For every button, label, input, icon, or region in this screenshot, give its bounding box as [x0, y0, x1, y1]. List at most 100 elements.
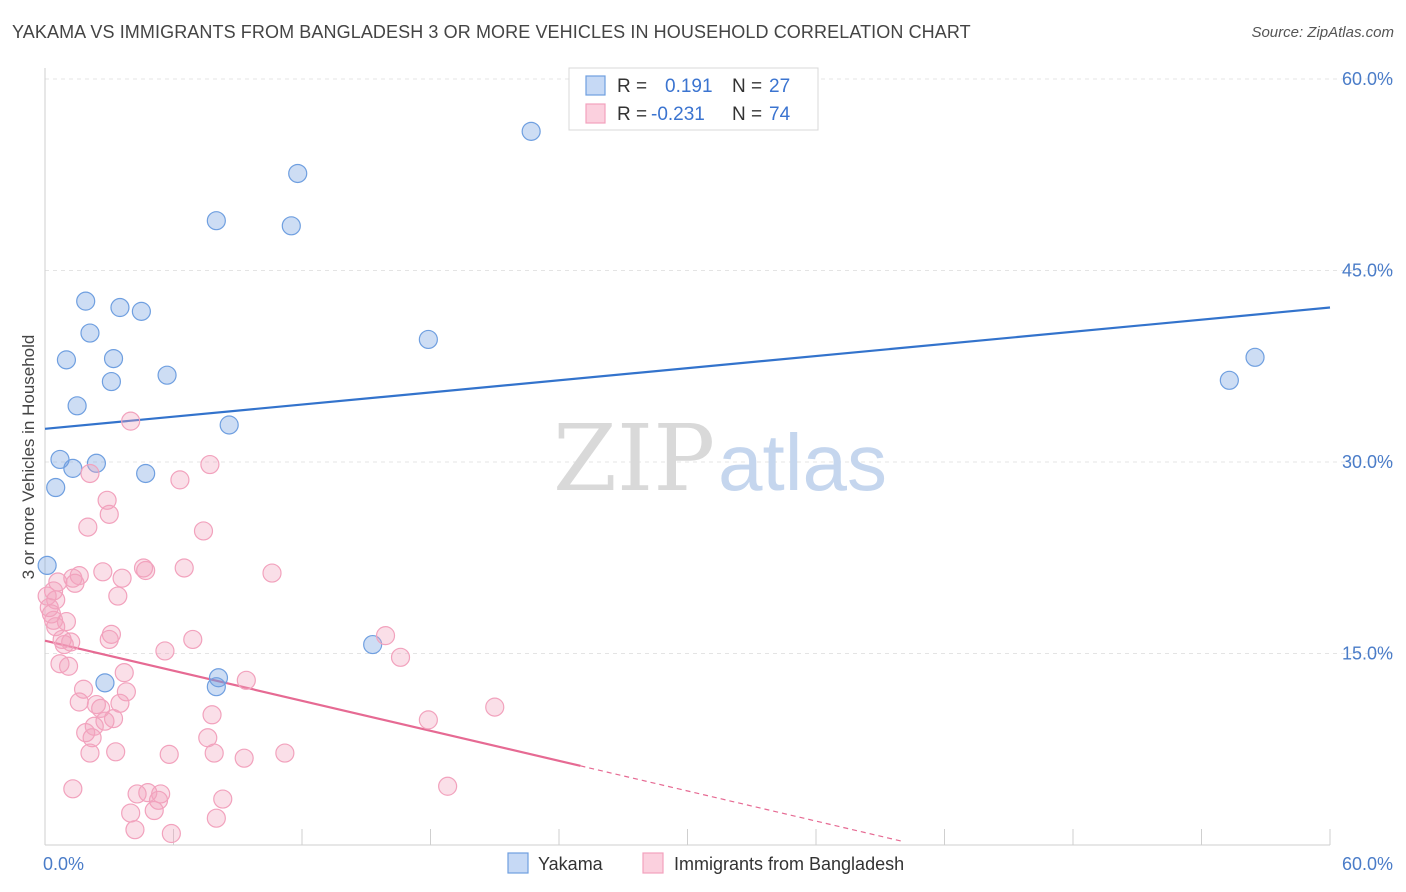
point-bangladesh-41	[121, 411, 141, 431]
point-yakama-24	[521, 121, 541, 141]
x-tick-labels: 0.0% 60.0%	[43, 854, 1393, 874]
point-bangladesh-31	[99, 504, 119, 524]
point-bangladesh-12	[58, 656, 79, 676]
point-bangladesh-36	[108, 586, 128, 606]
point-yakama-26	[1245, 347, 1265, 367]
point-bangladesh-37	[110, 693, 130, 713]
legend-n-label-yakama: N =	[732, 76, 762, 97]
point-yakama-18	[206, 211, 226, 231]
point-bangladesh-33	[101, 624, 121, 644]
point-bangladesh-67	[275, 743, 295, 763]
x-tick-label-1: 60.0%	[1342, 854, 1393, 874]
trend-line-yakama	[44, 306, 1331, 430]
trend-lines	[44, 306, 1331, 842]
point-yakama-11	[103, 348, 124, 369]
point-bangladesh-46	[136, 560, 156, 581]
point-yakama-4	[63, 458, 83, 478]
point-bangladesh-19	[73, 679, 94, 699]
point-bangladesh-52	[159, 744, 179, 764]
point-yakama-12	[110, 297, 130, 318]
point-bangladesh-38	[112, 568, 132, 588]
axes	[44, 68, 1331, 846]
point-bangladesh-53	[161, 823, 181, 844]
point-bangladesh-65	[236, 670, 256, 690]
point-bangladesh-39	[114, 663, 134, 683]
chart-title: YAKAMA VS IMMIGRANTS FROM BANGLADESH 3 O…	[12, 22, 971, 42]
point-bangladesh-63	[213, 789, 233, 809]
point-bangladesh-25	[84, 716, 104, 736]
point-bangladesh-14	[63, 779, 83, 799]
point-bangladesh-23	[80, 463, 100, 484]
bottom-legend-swatch-yakama	[507, 852, 529, 874]
legend-r-label-yakama: R =	[617, 76, 647, 97]
legend-swatch-bangladesh	[585, 103, 606, 124]
legend-swatch-yakama	[585, 75, 606, 96]
legend-n-label-bangladesh: N =	[732, 104, 762, 125]
point-bangladesh-24	[82, 728, 102, 748]
point-yakama-0	[37, 555, 57, 576]
legend-r-value-bangladesh: -0.231	[651, 104, 705, 125]
point-bangladesh-35	[106, 742, 126, 762]
point-bangladesh-68	[375, 626, 396, 646]
legend-n-value-bangladesh: 74	[769, 104, 791, 125]
bottom-legend: Yakama Immigrants from Bangladesh	[507, 852, 904, 874]
y-tick-label-1: 45.0%	[1342, 261, 1393, 281]
legend-frame	[568, 67, 819, 131]
point-bangladesh-28	[93, 562, 113, 582]
data-points	[37, 121, 1265, 844]
y-tick-label-2: 30.0%	[1342, 452, 1393, 472]
point-yakama-5	[67, 396, 87, 416]
y-axis-label: 3 or more Vehicles in Household	[19, 335, 38, 580]
point-bangladesh-64	[234, 748, 254, 768]
point-bangladesh-22	[80, 743, 100, 763]
point-yakama-23	[418, 329, 438, 350]
y-tick-labels: 60.0% 45.0% 30.0% 15.0%	[1342, 69, 1393, 664]
source-credit: Source: ZipAtlas.com	[1251, 24, 1394, 41]
point-yakama-17	[208, 668, 229, 688]
bottom-legend-label-yakama: Yakama	[538, 854, 604, 874]
point-yakama-13	[131, 301, 151, 321]
bottom-legend-swatch-bangladesh	[642, 852, 664, 874]
point-bangladesh-50	[151, 784, 171, 804]
point-yakama-25	[1219, 370, 1239, 390]
point-bangladesh-45	[133, 558, 154, 578]
point-bangladesh-11	[56, 611, 77, 632]
point-bangladesh-6	[46, 590, 66, 610]
point-yakama-8	[86, 453, 107, 473]
point-bangladesh-57	[193, 521, 214, 541]
legend-r-value-yakama: 0.191	[665, 76, 713, 97]
bottom-legend-label-bangladesh: Immigrants from Bangladesh	[674, 854, 904, 874]
legend-r-label-bangladesh: R =	[617, 104, 647, 125]
grid-lines	[45, 78, 1394, 654]
legend-box: R = 0.191 N = 27 R = -0.231 N = 74	[568, 67, 819, 131]
point-bangladesh-61	[204, 743, 224, 763]
point-bangladesh-7	[48, 572, 68, 592]
trend-line-bangladesh-extension	[580, 765, 902, 842]
point-bangladesh-42	[121, 803, 141, 823]
point-bangladesh-43	[125, 820, 145, 840]
y-tick-label-0: 60.0%	[1342, 69, 1393, 89]
point-bangladesh-62	[206, 808, 226, 828]
point-yakama-9	[95, 673, 115, 693]
point-bangladesh-30	[97, 490, 117, 510]
point-bangladesh-51	[155, 641, 175, 661]
point-bangladesh-72	[485, 697, 505, 717]
point-yakama-3	[56, 350, 77, 370]
y-tick-label-3: 15.0%	[1342, 644, 1393, 664]
point-bangladesh-21	[78, 517, 98, 537]
point-yakama-1	[46, 477, 66, 498]
x-tick-label-0: 0.0%	[43, 854, 84, 874]
point-yakama-21	[288, 163, 308, 184]
point-yakama-19	[219, 415, 239, 435]
point-bangladesh-13	[61, 632, 81, 652]
point-yakama-7	[80, 323, 100, 343]
point-bangladesh-56	[183, 629, 203, 650]
point-bangladesh-55	[174, 558, 194, 578]
point-yakama-10	[101, 371, 121, 392]
point-bangladesh-48	[144, 800, 164, 821]
point-yakama-20	[281, 216, 301, 236]
point-bangladesh-59	[200, 454, 220, 475]
point-bangladesh-17	[69, 566, 89, 586]
watermark-zip: ZIP	[553, 405, 715, 512]
